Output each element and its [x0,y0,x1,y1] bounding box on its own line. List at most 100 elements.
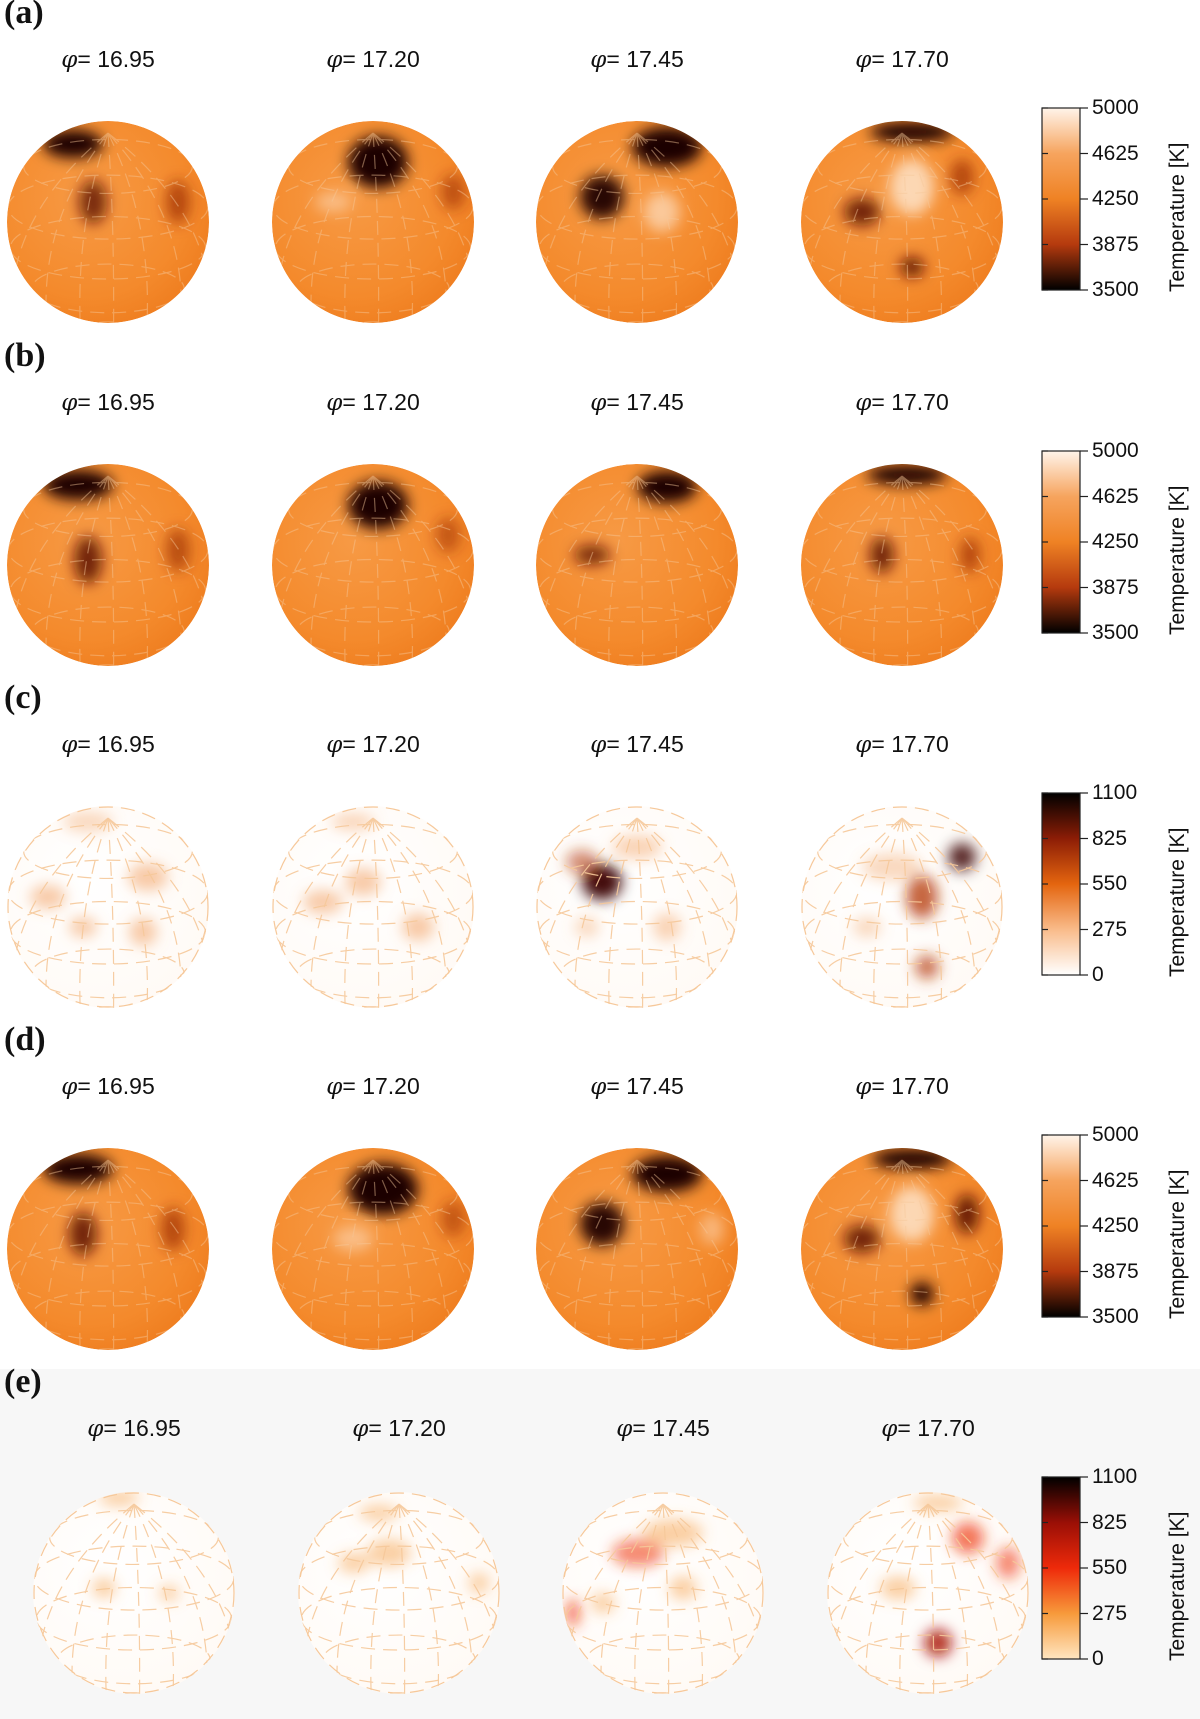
stellar-surface-map [536,806,738,1008]
stellar-surface-map [7,1148,209,1350]
colorbar-tick-label: 5000 [1092,96,1139,119]
spot-group [844,122,974,277]
starspot [880,1576,916,1600]
phase-label: φ= 17.20 [278,1073,468,1100]
colorbar-tick-label: 3500 [1092,1305,1139,1328]
phase-value: 16.95 [97,389,155,415]
colorbar-tick-label: 4625 [1092,141,1139,165]
colorbar-title: Temperature [K] [1166,485,1189,635]
phase-label: φ= 17.45 [542,46,732,73]
panel-d: (d) φ= 16.95 φ= 17.20 φ= 17.45 φ= 17.70 5000 4… [0,1021,1200,1370]
panel-label: (a) [4,0,44,31]
panel-label: (b) [4,337,46,374]
spot-group [43,470,190,584]
stellar-surface-map [272,464,474,666]
stellar-surface-map [801,464,1003,666]
spot-group [315,136,465,212]
starspot [99,1492,139,1506]
starspot [567,1599,579,1627]
starspot [166,180,190,224]
stellar-surface-map [7,464,209,666]
starspot [637,471,697,503]
spot-group [567,1519,703,1627]
starspot [870,122,954,142]
colorbar [1041,107,1088,291]
phase-label: φ= 16.95 [13,46,203,73]
colorbar-tick-label: 825 [1092,826,1128,850]
starspot [913,1495,963,1511]
starspot [441,1201,465,1237]
equals-sign: = [342,46,363,72]
equals-sign: = [606,1073,627,1099]
equals-sign: = [606,46,627,72]
phase-label: φ= 16.95 [13,389,203,416]
starspot [870,537,894,573]
star-surface [7,464,209,666]
phi-symbol: φ [590,1074,607,1100]
phase-label: φ= 16.95 [13,1073,203,1100]
starspot [69,1212,97,1256]
phase-label: φ= 17.20 [304,1415,494,1442]
equals-sign: = [871,389,892,415]
star-surface [536,1148,738,1350]
stellar-surface-map [298,1492,500,1694]
phase-label: φ= 17.45 [542,731,732,758]
phi-symbol: φ [855,390,872,416]
stellar-surface-map [272,806,474,1008]
stellar-surface-map [272,121,474,323]
starspot [30,885,66,909]
star-surface [33,1492,235,1694]
lat-lon-grid [801,475,1003,666]
starspot [159,1585,179,1601]
starspot [948,843,976,871]
starspot [43,470,113,500]
panel-label: (c) [4,679,42,716]
starspot [92,1578,116,1598]
starspot [575,917,599,937]
phase-label: φ= 17.70 [807,1073,997,1100]
colorbar-tick-label: 4250 [1092,187,1139,210]
phase-label: φ= 16.95 [39,1415,229,1442]
starspot [900,257,924,277]
starspot [700,1213,724,1245]
equals-sign: = [77,46,98,72]
phi-symbol: φ [616,1416,633,1442]
starspot [74,536,102,584]
lat-lon-grid [7,475,209,666]
star-surface [272,464,474,666]
stellar-surface-map [7,806,209,1008]
phase-label: φ= 16.95 [13,731,203,758]
star-surface [562,1492,764,1694]
equals-sign: = [77,731,98,757]
spot-group [43,130,190,224]
starspot [469,1573,489,1593]
phase-value: 17.20 [388,1415,446,1441]
phi-symbol: φ [326,1074,343,1100]
spot-group [844,1149,979,1306]
equals-sign: = [342,1073,363,1099]
colorbar-title: Temperature [K] [1166,827,1189,977]
stellar-surface-map [536,121,738,323]
stellar-surface-map [801,806,1003,1008]
star-surface [7,1148,209,1350]
equals-sign: = [368,1415,389,1441]
phi-symbol: φ [326,47,343,73]
phase-label: φ= 17.70 [833,1415,1023,1442]
star-surface [272,806,474,1008]
starspot [844,1225,880,1253]
phi-symbol: φ [326,732,343,758]
star-surface [7,121,209,323]
starspot [582,864,622,900]
phase-value: 17.70 [891,46,949,72]
stellar-surface-map [272,1148,474,1350]
colorbar-title: Temperature [K] [1166,142,1189,292]
panel-label: (e) [4,1363,42,1400]
phase-value: 17.20 [362,731,420,757]
starspot [844,198,880,226]
phase-label: φ= 17.70 [807,731,997,758]
starspot [303,890,343,914]
phase-value: 17.20 [362,46,420,72]
phi-symbol: φ [326,390,343,416]
starspot [128,863,168,891]
phase-value: 17.45 [626,46,684,72]
